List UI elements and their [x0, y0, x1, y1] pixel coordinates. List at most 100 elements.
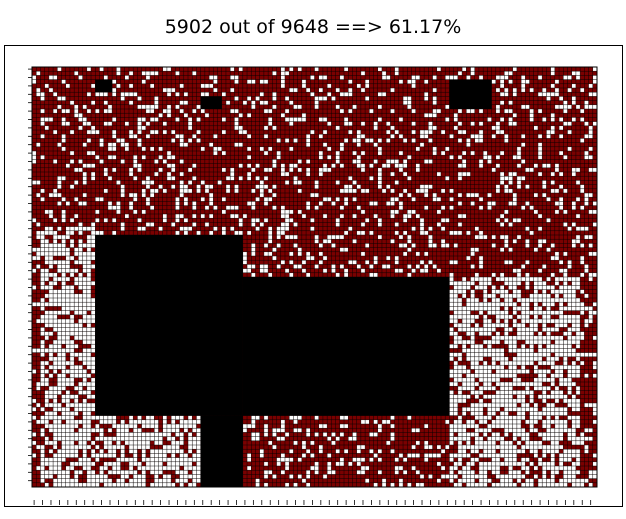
- open-cell: [356, 205, 361, 210]
- open-cell: [53, 440, 58, 445]
- open-cell: [542, 302, 547, 307]
- open-cell: [525, 348, 530, 353]
- open-cell: [525, 277, 530, 282]
- open-cell: [521, 449, 526, 454]
- open-cell: [365, 260, 370, 265]
- open-cell: [221, 117, 226, 122]
- open-cell: [495, 403, 501, 408]
- open-cell: [365, 138, 370, 143]
- open-cell: [440, 151, 446, 156]
- open-cell: [238, 67, 243, 72]
- open-cell: [40, 474, 45, 479]
- open-cell: [571, 306, 576, 311]
- open-cell: [478, 419, 484, 424]
- open-cell: [487, 369, 492, 374]
- open-cell: [150, 193, 155, 198]
- open-cell: [584, 478, 589, 483]
- open-cell: [487, 310, 492, 315]
- open-cell: [495, 382, 501, 387]
- open-cell: [53, 424, 58, 429]
- open-cell: [44, 361, 49, 366]
- open-cell: [584, 100, 589, 105]
- open-cell: [124, 92, 129, 97]
- open-cell: [263, 125, 269, 130]
- open-cell: [289, 474, 294, 479]
- open-cell: [339, 92, 345, 97]
- open-cell: [183, 419, 189, 424]
- open-cell: [69, 100, 75, 105]
- open-cell: [516, 390, 522, 395]
- open-cell: [478, 327, 484, 332]
- open-cell: [188, 138, 193, 143]
- open-cell: [175, 428, 180, 433]
- open-cell: [462, 151, 467, 156]
- open-cell: [247, 79, 252, 84]
- open-cell: [424, 159, 429, 164]
- open-cell: [128, 134, 134, 139]
- open-cell: [559, 104, 564, 109]
- open-cell: [491, 293, 496, 298]
- open-cell: [310, 256, 315, 261]
- open-cell: [428, 474, 433, 479]
- open-cell: [457, 352, 463, 357]
- open-cell: [82, 335, 87, 340]
- open-cell: [44, 247, 49, 252]
- open-cell: [419, 268, 425, 273]
- open-cell: [348, 130, 353, 135]
- open-cell: [575, 340, 581, 345]
- open-cell: [533, 411, 538, 416]
- open-cell: [356, 83, 361, 88]
- open-cell: [230, 214, 235, 219]
- open-cell: [116, 71, 121, 76]
- open-cell: [580, 109, 585, 114]
- open-cell: [377, 449, 382, 454]
- open-cell: [128, 470, 134, 475]
- open-cell: [112, 117, 117, 122]
- open-cell: [196, 230, 201, 235]
- open-cell: [57, 96, 62, 101]
- open-cell: [133, 470, 138, 475]
- open-cell: [120, 142, 125, 147]
- open-cell: [516, 327, 522, 332]
- open-cell: [107, 142, 113, 147]
- open-cell: [280, 457, 285, 462]
- open-cell: [57, 323, 62, 328]
- open-cell: [40, 230, 45, 235]
- open-cell: [57, 251, 62, 256]
- open-cell: [550, 394, 555, 399]
- open-cell: [141, 146, 146, 151]
- open-cell: [512, 172, 517, 177]
- open-cell: [571, 205, 576, 210]
- open-cell: [356, 163, 361, 168]
- open-cell: [53, 230, 58, 235]
- open-cell: [466, 356, 471, 361]
- open-cell: [48, 285, 54, 290]
- open-cell: [571, 314, 576, 319]
- open-cell: [133, 163, 138, 168]
- open-cell: [411, 109, 416, 114]
- open-cell: [128, 424, 134, 429]
- open-cell: [462, 130, 467, 135]
- open-cell: [424, 424, 429, 429]
- open-cell: [61, 281, 66, 286]
- open-cell: [53, 130, 58, 135]
- open-cell: [120, 222, 125, 227]
- open-cell: [322, 197, 328, 202]
- open-cell: [352, 457, 357, 462]
- open-cell: [91, 428, 96, 433]
- open-cell: [470, 277, 475, 282]
- open-cell: [57, 180, 62, 185]
- open-cell: [124, 428, 129, 433]
- open-cell: [251, 415, 256, 420]
- open-cell: [478, 109, 484, 114]
- open-cell: [175, 449, 180, 454]
- open-cell: [112, 134, 117, 139]
- open-cell: [512, 377, 517, 382]
- open-cell: [537, 281, 543, 286]
- open-cell: [592, 92, 597, 97]
- open-cell: [559, 151, 564, 156]
- open-cell: [61, 470, 66, 475]
- open-cell: [259, 268, 264, 273]
- open-cell: [289, 88, 294, 93]
- open-cell: [61, 424, 66, 429]
